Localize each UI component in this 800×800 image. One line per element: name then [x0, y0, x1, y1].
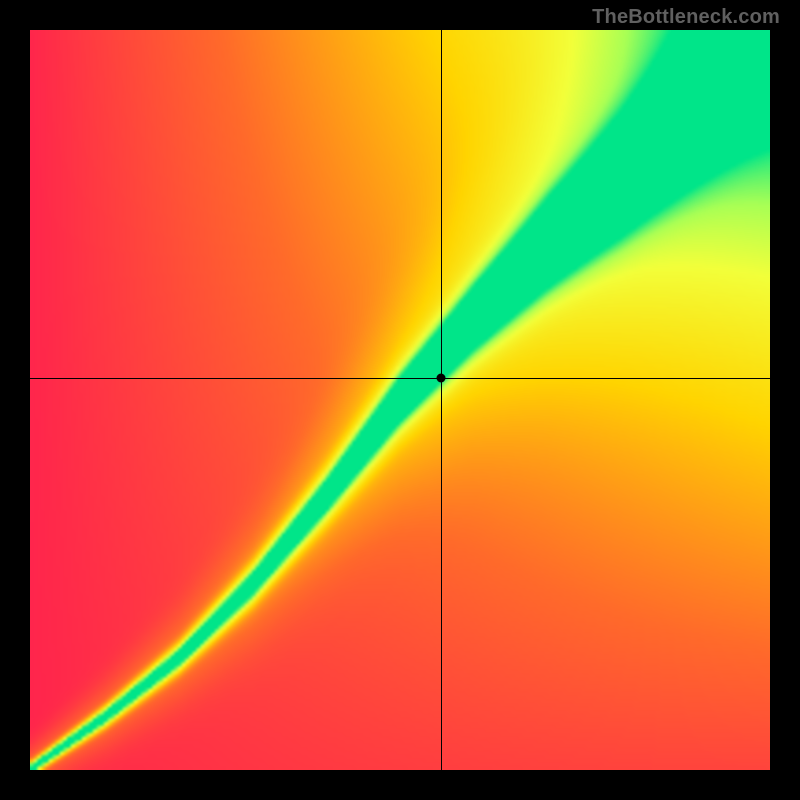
crosshair-horizontal-line [30, 378, 770, 379]
heatmap-plot-area [30, 30, 770, 770]
crosshair-vertical-line [441, 30, 442, 770]
watermark-text: TheBottleneck.com [592, 6, 780, 29]
chart-container: TheBottleneck.com [0, 0, 800, 800]
crosshair-marker-dot [436, 373, 445, 382]
heatmap-canvas [30, 30, 770, 770]
